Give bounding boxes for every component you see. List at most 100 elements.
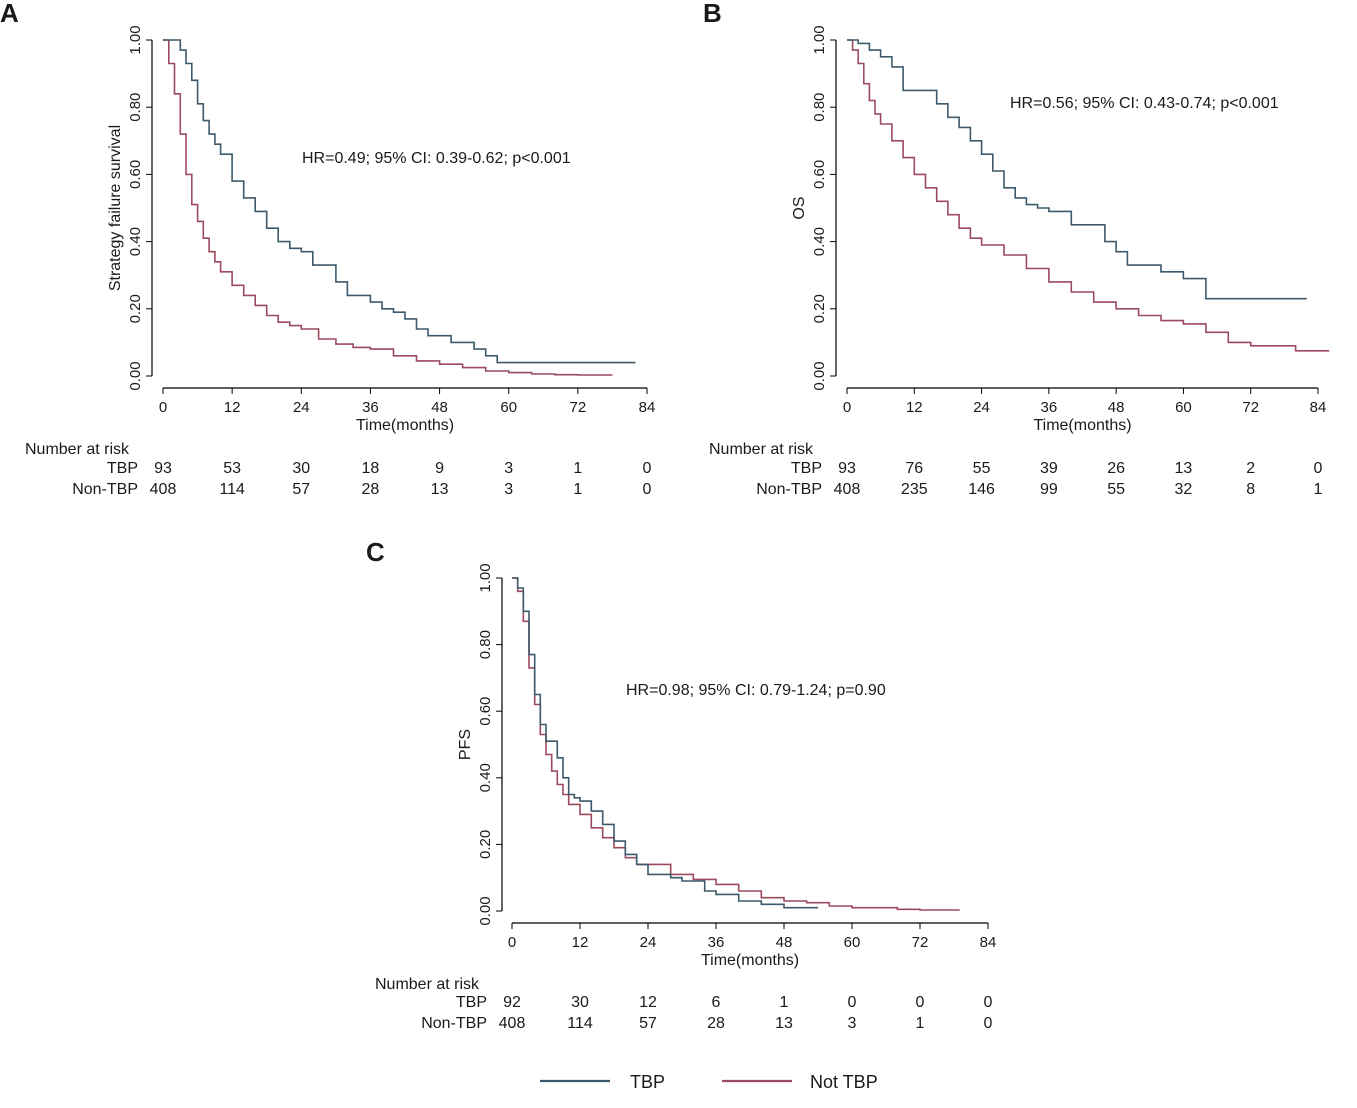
x-tick-label: 48: [1108, 399, 1125, 416]
risk-count: 408: [150, 481, 177, 498]
risk-count: 1: [916, 1015, 925, 1032]
panel-letter: B: [703, 0, 722, 28]
risk-count: 93: [154, 460, 172, 477]
risk-count: 0: [1314, 460, 1323, 477]
y-tick-label: 1.00: [811, 25, 828, 54]
x-tick-label: 0: [159, 399, 167, 416]
risk-count: 114: [567, 1015, 593, 1032]
risk-count: 28: [362, 481, 380, 498]
risk-count: 0: [984, 994, 993, 1011]
risk-count: 0: [848, 994, 857, 1011]
risk-count: 0: [643, 460, 652, 477]
risk-row-label: Non-TBP: [421, 1015, 487, 1032]
risk-count: 1: [780, 994, 789, 1011]
curve-tbp: [847, 39, 1307, 300]
legend: TBP Not TBP: [540, 1072, 878, 1092]
risk-count: 76: [905, 460, 923, 477]
x-axis-title: Time(months): [701, 952, 799, 969]
risk-count: 1: [1314, 481, 1323, 498]
y-tick-label: 1.00: [127, 25, 144, 54]
risk-count: 30: [292, 460, 310, 477]
curve-tbp: [163, 39, 636, 364]
risk-count: 1: [573, 481, 582, 498]
panel-letter: C: [366, 537, 385, 567]
risk-count: 93: [838, 460, 856, 477]
y-tick-label: 1.00: [477, 563, 494, 592]
x-tick-label: 24: [973, 399, 990, 416]
risk-row-label: TBP: [456, 994, 487, 1011]
x-axis-title: Time(months): [1033, 417, 1131, 434]
x-tick-label: 48: [431, 399, 448, 416]
x-tick-label: 36: [362, 399, 379, 416]
x-tick-label: 72: [570, 399, 587, 416]
risk-row-label: TBP: [107, 460, 138, 477]
y-tick-label: 0.20: [811, 294, 828, 323]
risk-row-label: Non-TBP: [756, 481, 822, 498]
risk-count: 3: [504, 481, 513, 498]
risk-count: 99: [1040, 481, 1058, 498]
risk-count: 9: [435, 460, 444, 477]
y-tick-label: 0.00: [811, 361, 828, 390]
risk-count: 55: [1107, 481, 1125, 498]
risk-count: 39: [1040, 460, 1058, 477]
risk-count: 3: [504, 460, 513, 477]
x-tick-label: 12: [572, 934, 589, 951]
risk-count: 26: [1107, 460, 1125, 477]
risk-count: 0: [643, 481, 652, 498]
x-tick-label: 24: [293, 399, 310, 416]
x-tick-label: 0: [843, 399, 851, 416]
x-tick-label: 24: [640, 934, 657, 951]
y-tick-label: 0.20: [477, 830, 494, 859]
y-tick-label: 0.60: [127, 160, 144, 189]
panel-a: A 0.00 0.20 0.40 0.60 0.80 1.00 Strategy failur…: [0, 0, 655, 498]
curve-tbp: [512, 577, 818, 909]
risk-count: 8: [1246, 481, 1255, 498]
risk-count: 2: [1246, 460, 1255, 477]
risk-count: 92: [503, 994, 521, 1011]
risk-count: 235: [901, 481, 928, 498]
x-tick-label: 60: [844, 934, 861, 951]
x-tick-label: 12: [224, 399, 241, 416]
hazard-ratio-annotation: HR=0.49; 95% CI: 0.39-0.62; p<0.001: [302, 150, 571, 167]
risk-count: 55: [973, 460, 991, 477]
y-axis-title: OS: [791, 196, 808, 219]
x-tick-label: 60: [500, 399, 517, 416]
hazard-ratio-annotation: HR=0.56; 95% CI: 0.43-0.74; p<0.001: [1010, 95, 1279, 112]
risk-count: 18: [362, 460, 380, 477]
y-tick-label: 0.80: [477, 630, 494, 659]
y-tick-label: 0.40: [477, 763, 494, 792]
risk-count: 12: [639, 994, 657, 1011]
x-tick-label: 36: [708, 934, 725, 951]
y-tick-label: 0.40: [127, 227, 144, 256]
y-tick-label: 0.00: [477, 896, 494, 925]
y-axis-title: Strategy failure survival: [107, 125, 124, 291]
x-tick-label: 60: [1175, 399, 1192, 416]
y-tick-label: 0.80: [811, 93, 828, 122]
x-tick-label: 36: [1041, 399, 1058, 416]
risk-count: 408: [499, 1015, 526, 1032]
x-tick-label: 48: [776, 934, 793, 951]
curve-not-tbp: [163, 39, 613, 376]
risk-count: 13: [431, 481, 449, 498]
risk-count: 28: [707, 1015, 725, 1032]
risk-count: 13: [775, 1015, 793, 1032]
panel-letter: A: [0, 0, 19, 28]
legend-label: TBP: [630, 1072, 665, 1092]
risk-count: 13: [1175, 460, 1193, 477]
x-tick-label: 12: [906, 399, 923, 416]
risk-row-label: TBP: [791, 460, 822, 477]
risk-table-header: Number at risk: [709, 441, 814, 458]
risk-count: 57: [639, 1015, 657, 1032]
risk-table-header: Number at risk: [25, 441, 130, 458]
risk-count: 6: [712, 994, 721, 1011]
y-tick-label: 0.00: [127, 361, 144, 390]
curve-not-tbp: [512, 577, 960, 911]
y-tick-label: 0.60: [477, 697, 494, 726]
y-tick-label: 0.80: [127, 93, 144, 122]
risk-row-label: Non-TBP: [72, 481, 138, 498]
risk-count: 53: [223, 460, 241, 477]
y-axis-title: PFS: [457, 729, 474, 760]
risk-count: 146: [968, 481, 995, 498]
